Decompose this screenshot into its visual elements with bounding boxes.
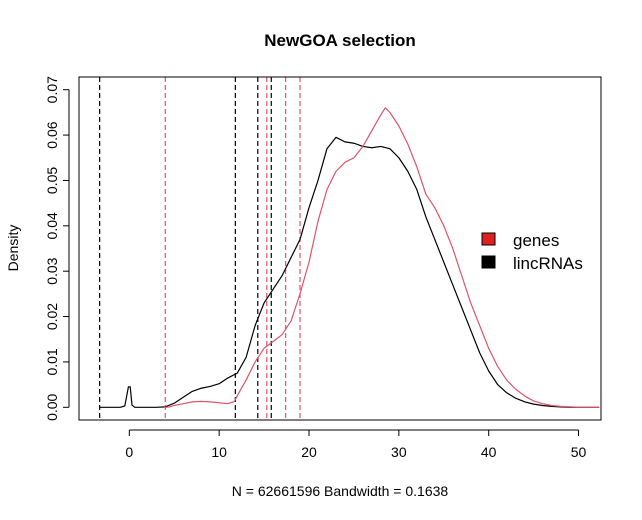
series-line-genes bbox=[164, 107, 600, 408]
y-axis: 0.00 0.01 0.02 0.03 0.04 0.05 0.06 0.07 bbox=[44, 76, 70, 421]
x-axis-label: N = 62661596 Bandwidth = 0.1638 bbox=[232, 483, 449, 499]
chart-title: NewGOA selection bbox=[264, 31, 415, 50]
series-line-lincrnas bbox=[99, 136, 600, 408]
y-tick-label: 0.03 bbox=[44, 257, 60, 284]
x-tick-label: 30 bbox=[391, 444, 407, 460]
y-axis-label: Density bbox=[5, 225, 21, 272]
legend-swatch-lincrnas bbox=[481, 255, 496, 269]
x-tick-label: 0 bbox=[125, 444, 133, 460]
x-tick-label: 40 bbox=[481, 444, 497, 460]
y-tick-label: 0.00 bbox=[44, 393, 60, 420]
y-tick-label: 0.07 bbox=[44, 76, 60, 103]
y-tick-label: 0.04 bbox=[44, 212, 60, 239]
x-tick-label: 50 bbox=[571, 444, 587, 460]
y-tick-label: 0.01 bbox=[44, 348, 60, 375]
x-tick-label: 10 bbox=[211, 444, 227, 460]
legend-swatch-genes bbox=[481, 232, 496, 246]
x-tick-label: 20 bbox=[301, 444, 317, 460]
plot-frame bbox=[78, 76, 602, 421]
vertical-reference-lines bbox=[99, 77, 301, 420]
legend-label-lincrnas: lincRNAs bbox=[513, 254, 583, 273]
legend-label-genes: genes bbox=[513, 231, 559, 250]
x-axis: 0 10 20 30 40 50 bbox=[125, 429, 587, 460]
y-tick-label: 0.06 bbox=[44, 121, 60, 148]
y-tick-label: 0.05 bbox=[44, 167, 60, 194]
y-tick-label: 0.02 bbox=[44, 303, 60, 330]
legend: genes lincRNAs bbox=[481, 231, 583, 273]
density-series bbox=[99, 107, 600, 408]
